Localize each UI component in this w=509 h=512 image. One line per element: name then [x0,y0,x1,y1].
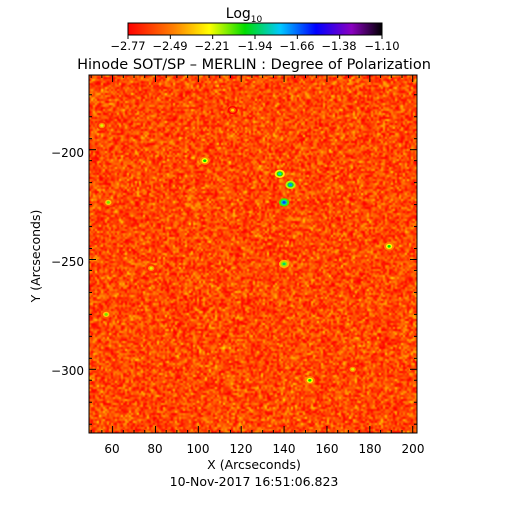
polarization-feature [278,198,290,207]
polarization-feature [227,105,238,115]
polarization-feature [146,264,157,273]
x-tick-label: 120 [230,442,253,456]
feature-contour [308,378,312,382]
polarization-feature [304,376,315,385]
polarization-feature [274,169,285,178]
feature-contour [282,201,286,204]
polarization-feature [347,365,358,374]
x-tick-label: 140 [273,442,296,456]
x-tick-label: 60 [104,442,119,456]
x-tick-label: 200 [402,442,425,456]
polarization-feature [103,198,114,207]
y-axis-label: Y (Arcseconds) [28,210,43,304]
x-tick-labels: 60 80 100 120 140 160 180 200 [104,442,424,456]
colorbar-tick-label: −2.77 [110,39,145,53]
axis-ticks [89,75,417,433]
feature-contour [203,159,207,162]
polarization-feature [101,310,112,319]
polarization-feature [285,180,296,189]
colorbar-gradient [127,22,383,36]
feature-contour [351,368,355,371]
feature-contour [100,124,104,127]
colorbar-tick-labels: −2.77 −2.49 −2.21 −1.94 −1.66 −1.38 −1.1… [110,39,399,53]
feature-contour [106,201,110,204]
polarization-feature [199,156,210,165]
y-tick-label: −200 [51,146,84,160]
colorbar-tick-label: −1.38 [321,39,356,53]
polarization-feature [96,121,107,130]
feature-contour [231,108,235,112]
plot-area [88,74,418,434]
colorbar-label-sub: 10 [251,15,263,25]
polarization-map [89,75,417,433]
colorbar-tick-label: −1.66 [279,39,314,53]
colorbar-tick-label: −1.94 [237,39,272,53]
colorbar-label: Log10 [226,6,263,25]
colorbar-ticks [127,35,383,39]
x-axis-label: X (Arcseconds) [207,457,301,472]
colorbar: Log10 −2.77 −2.49 −2.21 −1.94 −1.66 −1.3… [110,6,399,53]
y-tick-label: −250 [51,255,84,269]
feature-contour [149,266,153,270]
y-tick-labels: −200 −250 −300 [51,146,84,378]
x-tick-label: 80 [147,442,162,456]
feature-contour [282,262,286,266]
chart-title: Hinode SOT/SP – MERLIN : Degree of Polar… [77,57,431,73]
polarization-feature [278,259,290,269]
feature-contour [288,183,293,187]
y-tick-label: −300 [51,364,84,378]
feature-contour [278,172,282,176]
x-tick-label: 100 [187,442,210,456]
plot-frame [88,74,418,434]
x-tick-label: 160 [316,442,339,456]
feature-contour [387,245,391,248]
colorbar-tick-label: −2.21 [194,39,229,53]
polarization-feature [384,242,395,251]
feature-layer [96,105,395,385]
timestamp: 10-Nov-2017 16:51:06.823 [170,474,339,489]
colorbar-tick-label: −1.10 [364,39,399,53]
x-tick-label: 180 [359,442,382,456]
colorbar-label-main: Log [226,6,251,22]
feature-contour [104,313,108,316]
colorbar-tick-label: −2.49 [152,39,187,53]
